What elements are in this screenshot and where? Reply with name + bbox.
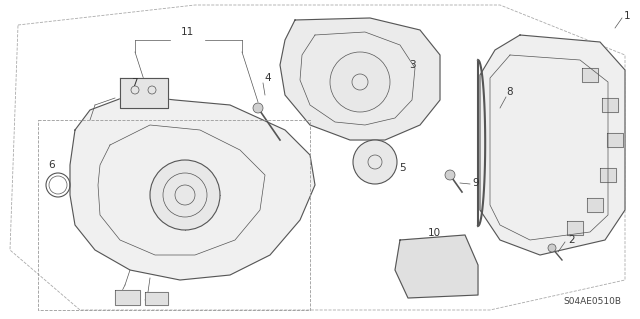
Circle shape (150, 160, 220, 230)
Circle shape (330, 52, 390, 112)
Text: 2: 2 (569, 235, 575, 245)
Text: 11: 11 (180, 27, 194, 37)
Text: 10: 10 (428, 228, 440, 238)
Polygon shape (280, 18, 440, 140)
Polygon shape (145, 292, 168, 305)
Polygon shape (480, 35, 625, 255)
Text: 5: 5 (399, 163, 405, 173)
Polygon shape (70, 95, 315, 280)
Polygon shape (567, 221, 583, 235)
Circle shape (253, 103, 263, 113)
Circle shape (353, 140, 397, 184)
Text: 3: 3 (409, 60, 415, 70)
Polygon shape (602, 98, 618, 112)
Text: 4: 4 (265, 73, 271, 83)
Text: 8: 8 (507, 87, 513, 97)
Polygon shape (120, 78, 168, 108)
Polygon shape (607, 133, 623, 147)
Circle shape (445, 170, 455, 180)
Polygon shape (587, 198, 603, 212)
Text: 9: 9 (473, 178, 479, 188)
Text: 1: 1 (624, 11, 630, 21)
Text: 6: 6 (49, 160, 55, 170)
Circle shape (548, 244, 556, 252)
Polygon shape (395, 235, 478, 298)
Polygon shape (600, 168, 616, 182)
Text: S04AE0510B: S04AE0510B (563, 298, 621, 307)
Polygon shape (115, 290, 140, 305)
Text: 7: 7 (131, 78, 138, 88)
Polygon shape (582, 68, 598, 82)
